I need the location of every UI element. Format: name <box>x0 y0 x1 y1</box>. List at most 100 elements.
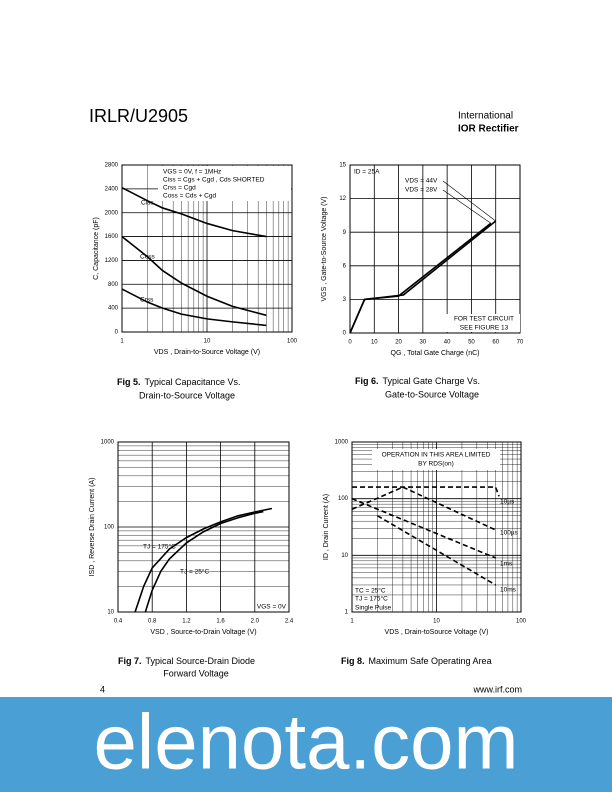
series-label: Coss <box>140 254 156 261</box>
annotation: Coss = Cds + Cgd <box>163 193 216 200</box>
series-line <box>121 288 267 327</box>
series-line <box>351 497 496 559</box>
x-tick-label: 60 <box>492 340 499 346</box>
y-axis-label: ID , Drain Current (A) <box>323 494 330 560</box>
caption-text: Gate-to-Source Voltage <box>385 389 479 399</box>
series-line <box>351 486 404 511</box>
series-label: TJ = 175°C <box>143 543 176 551</box>
caption: Fig 7. Typical Source-Drain Diode <box>118 656 255 666</box>
x-axis-label: VSD , Source-to-Drain Voltage (V) <box>150 629 256 636</box>
caption: Fig 5. Typical Capacitance Vs. <box>117 377 241 387</box>
y-tick-label: 800 <box>108 282 119 288</box>
watermark: elenota.com <box>94 698 519 786</box>
series-label: Ciss <box>141 200 154 207</box>
annotation: Single Pulse <box>355 605 392 612</box>
x-tick-label: 10 <box>371 340 378 346</box>
x-tick-label: 100 <box>287 339 298 345</box>
caption-label: Fig 6. <box>355 376 379 386</box>
caption-text: Typical Source-Drain Diode <box>146 656 256 666</box>
x-tick-label: 1 <box>120 339 124 345</box>
y-tick-label: 2000 <box>105 210 119 216</box>
footer-url: www.irf.com <box>472 684 522 694</box>
annotation: BY RDS(on) <box>418 461 454 468</box>
series-label: Crss <box>140 297 154 304</box>
y-tick-label: 0 <box>343 331 347 337</box>
x-tick-label: 50 <box>468 340 475 346</box>
x-axis-label: VDS , Drain-toSource Voltage (V) <box>385 629 489 636</box>
caption-label: Fig 8. <box>341 656 365 666</box>
annotation: TJ = 175°C <box>355 595 388 603</box>
x-tick-label: 1 <box>350 619 354 625</box>
y-tick-label: 2400 <box>105 186 119 192</box>
x-tick-label: 1.2 <box>182 619 191 625</box>
y-tick-label: 12 <box>339 196 346 202</box>
series-line <box>121 186 267 238</box>
x-tick-label: 10 <box>204 339 211 345</box>
x-tick-label: 20 <box>395 340 402 346</box>
y-axis-label: C, Capacitance (pF) <box>93 217 100 280</box>
caption-label: Fig 7. <box>118 656 142 666</box>
y-tick-label: 15 <box>339 163 346 169</box>
series-label: TJ = 25°C <box>180 568 209 576</box>
annotation: ID = 25A <box>354 169 380 176</box>
annotation-box <box>372 449 500 470</box>
annotation: FOR TEST CIRCUIT <box>454 316 514 323</box>
x-tick-label: 70 <box>517 340 524 346</box>
y-tick-label: 2800 <box>105 163 119 169</box>
caption-text: Typical Capacitance Vs. <box>145 377 241 387</box>
y-tick-label: 6 <box>343 263 347 269</box>
leader-line <box>442 180 496 222</box>
annotation: VGS = 0V <box>257 604 287 611</box>
y-tick-label: 10 <box>107 610 114 616</box>
leader-line <box>442 189 492 224</box>
annotation: Crss = Cgd <box>163 185 196 192</box>
series-line <box>402 486 496 531</box>
series-line <box>134 507 273 613</box>
series-line <box>144 510 264 613</box>
annotation: VGS = 0V, f = 1MHz <box>163 169 221 176</box>
y-axis-label: ISD , Reverse Drain Current (A) <box>89 478 96 577</box>
caption: Fig 8. Maximum Safe Operating Area <box>341 656 492 666</box>
series-label: 100µs <box>500 530 519 537</box>
annotation-box <box>446 314 520 332</box>
y-tick-label: 1600 <box>105 234 119 240</box>
doc-title: IRLR/U2905 <box>89 106 188 126</box>
y-tick-label: 9 <box>343 230 347 236</box>
series-label: VDS = 44V <box>405 178 438 185</box>
y-tick-label: 3 <box>343 297 347 303</box>
y-tick-label: 100 <box>338 496 349 502</box>
y-tick-label: 1000 <box>335 440 349 446</box>
series-line <box>377 515 496 586</box>
y-tick-label: 1200 <box>105 258 119 264</box>
caption: Fig 6. Typical Gate Charge Vs. <box>355 376 480 386</box>
watermark-band <box>0 697 612 792</box>
series-label: 10ms <box>500 587 517 594</box>
x-tick-label: 40 <box>444 340 451 346</box>
annotation: TC = 25°C <box>355 587 386 595</box>
x-axis-label: QG , Total Gate Charge (nC) <box>391 350 480 357</box>
x-tick-label: 30 <box>420 340 427 346</box>
x-tick-label: 10 <box>433 619 440 625</box>
x-tick-label: 0.8 <box>148 619 157 625</box>
series-line <box>349 222 492 334</box>
x-tick-label: 0 <box>348 340 352 346</box>
series-label: 1ms <box>500 561 513 568</box>
y-tick-label: 100 <box>104 525 115 531</box>
series-label: 10µs <box>500 499 515 506</box>
x-tick-label: 1.6 <box>216 619 225 625</box>
annotation: OPERATION IN THIS AREA LIMITED <box>382 452 491 459</box>
series-label: VDS = 28V <box>405 187 438 194</box>
y-tick-label: 400 <box>108 306 119 312</box>
x-tick-label: 2.4 <box>285 619 294 625</box>
plot-area <box>349 164 521 334</box>
y-axis-label: VGS , Gate-to-Source Voltage (V) <box>321 196 328 301</box>
logo-top: International <box>458 111 513 122</box>
logo-bottom: IOR Rectifier <box>458 124 519 135</box>
caption-text: Drain-to-Source Voltage <box>139 390 235 400</box>
x-tick-label: 100 <box>516 619 527 625</box>
y-tick-label: 10 <box>341 553 348 559</box>
y-tick-label: 0 <box>115 330 119 336</box>
x-tick-label: 2.0 <box>251 619 260 625</box>
annotation: SEE FIGURE 13 <box>460 325 509 332</box>
